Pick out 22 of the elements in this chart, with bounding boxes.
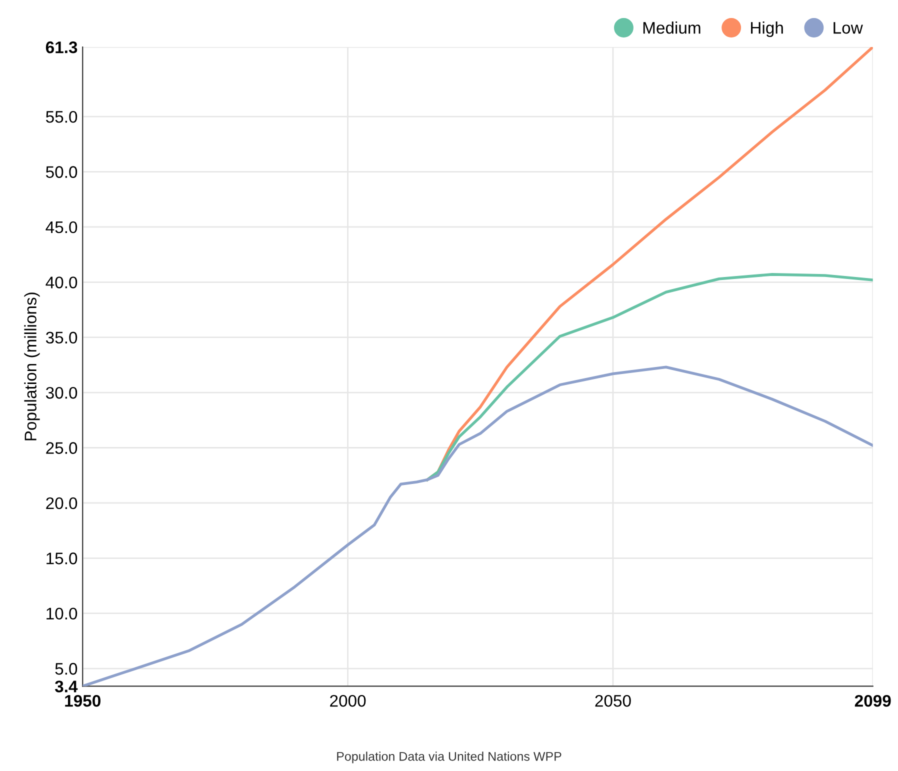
x-tick-label: 2050 xyxy=(595,694,631,707)
x-tick-label: 2000 xyxy=(330,694,366,707)
y-tick-label: 50.0 xyxy=(46,166,78,178)
y-tick-label: 61.3 xyxy=(46,41,78,54)
x-tick-label: 2099 xyxy=(854,694,891,707)
y-axis-title: Population (millions) xyxy=(24,292,40,440)
legend-label: Medium xyxy=(643,21,700,34)
text: Population Data via United Nations WPP xyxy=(337,752,562,764)
y-tick-label: 15.0 xyxy=(46,552,78,564)
y-tick-label: 30.0 xyxy=(46,386,78,399)
y-tick-label: 55.0 xyxy=(46,110,78,123)
y-tick-label: 3.4 xyxy=(54,680,78,692)
y-tick-label: 35.0 xyxy=(46,332,78,344)
y-tick-label: 5.0 xyxy=(55,662,78,675)
y-tick-label: 25.0 xyxy=(46,442,78,454)
y-tick-label: 20.0 xyxy=(46,497,78,510)
y-tick-label: 10.0 xyxy=(46,608,78,620)
legend-label: Low xyxy=(834,22,863,34)
y-tick-label: 40.0 xyxy=(46,276,78,288)
legend-label: High xyxy=(751,21,783,38)
x-tick-label: 1950 xyxy=(65,694,100,707)
y-tick-label: 45.0 xyxy=(46,221,78,234)
